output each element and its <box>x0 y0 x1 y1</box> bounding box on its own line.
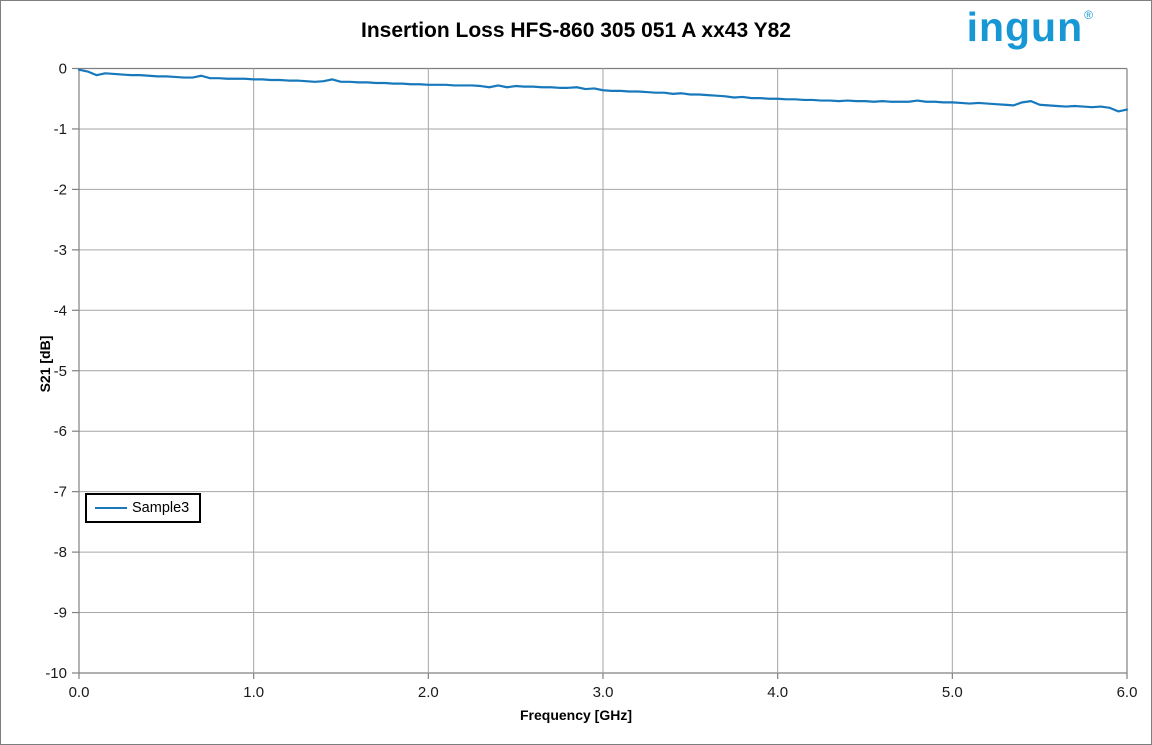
svg-text:-6: -6 <box>54 423 67 440</box>
legend-line-swatch <box>95 507 127 509</box>
logo-text: ingun <box>966 4 1084 50</box>
svg-text:-7: -7 <box>54 484 67 501</box>
svg-text:6.0: 6.0 <box>1117 684 1138 701</box>
x-tick-labels: 0.0 1.0 2.0 3.0 4.0 5.0 6.0 <box>69 684 1138 701</box>
data-series <box>77 68 1129 113</box>
svg-text:1.0: 1.0 <box>243 684 264 701</box>
svg-text:-3: -3 <box>54 242 67 259</box>
axis-ticks <box>72 67 1128 679</box>
svg-text:3.0: 3.0 <box>593 684 614 701</box>
ingun-logo: ingun® <box>967 7 1093 48</box>
svg-text:2.0: 2.0 <box>418 684 439 701</box>
svg-text:-5: -5 <box>54 363 67 380</box>
legend-label: Sample3 <box>132 500 190 516</box>
svg-text:-2: -2 <box>54 181 67 198</box>
chart-title: Insertion Loss HFS-860 305 051 A xx43 Y8… <box>361 19 791 42</box>
svg-text:0.0: 0.0 <box>69 684 90 701</box>
y-axis-title: S21 [dB] <box>37 335 53 393</box>
registered-trademark-icon: ® <box>1084 8 1094 22</box>
svg-text:-4: -4 <box>54 302 67 319</box>
svg-text:5.0: 5.0 <box>942 684 963 701</box>
x-axis-title: Frequency [GHz] <box>519 707 632 723</box>
svg-text:4.0: 4.0 <box>767 684 788 701</box>
svg-text:-8: -8 <box>54 544 67 561</box>
svg-text:-9: -9 <box>54 605 67 622</box>
svg-text:-1: -1 <box>54 121 67 138</box>
gridlines <box>78 67 1128 674</box>
svg-text:-10: -10 <box>45 665 67 682</box>
svg-text:0: 0 <box>59 61 67 78</box>
legend: Sample3 <box>85 493 202 523</box>
y-tick-labels: 0 -1 -2 -3 -4 -5 -6 -7 -8 -9 -10 <box>45 61 67 683</box>
